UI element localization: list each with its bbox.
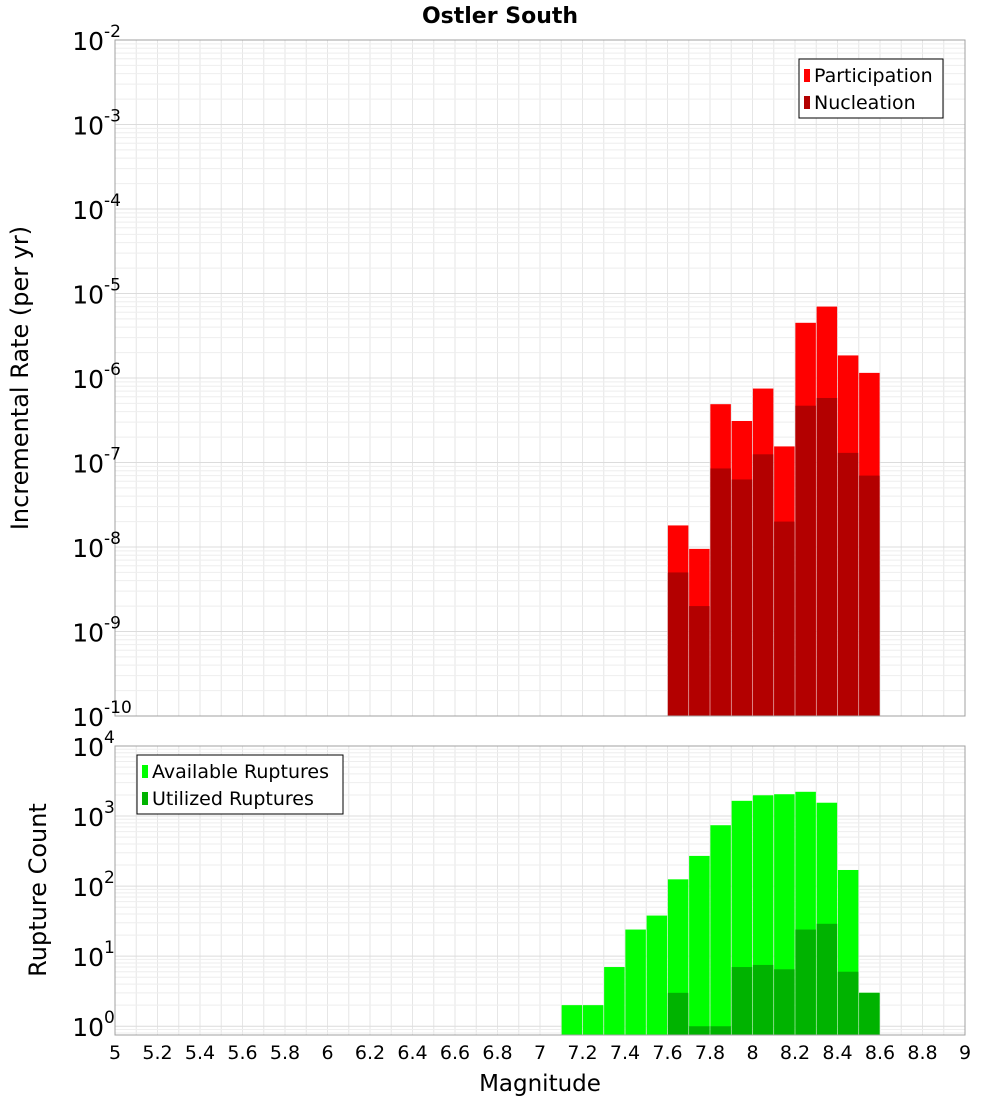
bar-nucleation (710, 468, 731, 716)
bar-nucleation (859, 475, 880, 716)
legend-1: Available Ruptures Utilized Ruptures (136, 754, 344, 815)
x-tick-label: 7.2 (567, 1042, 597, 1064)
y-tick-exponent: 1 (104, 938, 115, 958)
y-tick-exponent: -4 (104, 191, 121, 211)
chart-title: Ostler South (422, 4, 578, 29)
y-tick-exponent: -8 (104, 529, 121, 549)
bar-nucleation (752, 454, 774, 716)
y-tick-exponent: -3 (104, 107, 121, 127)
legend-box (136, 754, 344, 815)
y-tick-label: 10 (72, 534, 104, 563)
x-tick-label: 7.4 (610, 1042, 640, 1064)
bars-1 (561, 791, 880, 1035)
x-tick-label: 8.6 (865, 1042, 895, 1064)
bars-0 (667, 306, 880, 716)
bar-nucleation (837, 452, 859, 716)
x-tick-label: 8.2 (780, 1042, 810, 1064)
bar-utilized-ruptures (689, 1026, 710, 1035)
bar-nucleation (774, 521, 795, 716)
legend-label: Nucleation (814, 92, 916, 114)
bar-utilized-ruptures (859, 992, 880, 1035)
plot-frame-1 (114, 745, 966, 1036)
bar-utilized-ruptures (731, 967, 753, 1035)
bar-available-ruptures (710, 825, 731, 1035)
x-axis-label: Magnitude (479, 1071, 601, 1097)
x-tick-label: 5 (109, 1042, 121, 1064)
x-tick-label: 6.2 (355, 1042, 385, 1064)
bar-nucleation (795, 405, 816, 716)
y-tick-exponent: 2 (104, 868, 115, 888)
x-tick-label: 7 (534, 1042, 546, 1064)
y-tick-label: 10 (72, 873, 104, 902)
x-tick-label: 8.4 (822, 1042, 852, 1064)
y-tick-exponent: -9 (104, 614, 121, 634)
bar-available-ruptures (625, 929, 646, 1035)
plot-frame-0 (114, 39, 966, 717)
bar-nucleation (667, 572, 689, 716)
y-tick-exponent: -6 (104, 360, 121, 380)
y-tick-label: 10 (72, 733, 104, 762)
bar-utilized-ruptures (710, 1026, 731, 1035)
y-tick-exponent: 0 (104, 1008, 115, 1028)
y-tick-exponent: -7 (104, 445, 121, 465)
legend-label: Available Ruptures (152, 761, 329, 783)
x-tick-label: 8.8 (907, 1042, 937, 1064)
y-tick-label: 10 (72, 1013, 104, 1042)
x-tick-label: 8 (746, 1042, 758, 1064)
y-tick-exponent: 4 (104, 728, 115, 748)
y-tick-label: 10 (72, 196, 104, 225)
bar-available-ruptures (646, 915, 668, 1035)
x-tick-label: 6.4 (397, 1042, 427, 1064)
y-tick-label: 10 (72, 365, 104, 394)
bar-utilized-ruptures (837, 971, 859, 1035)
x-tick-label: 5.6 (227, 1042, 257, 1064)
bar-utilized-ruptures (774, 969, 795, 1035)
bar-utilized-ruptures (667, 992, 689, 1035)
y-axis-label-count: Rupture Count (24, 803, 52, 977)
bar-available-ruptures (582, 1005, 604, 1035)
x-tick-label: 6.6 (440, 1042, 470, 1064)
x-tick-label: 7.6 (652, 1042, 682, 1064)
x-tick-label: 5.4 (185, 1042, 215, 1064)
bar-available-ruptures (561, 1005, 583, 1035)
x-tick-label: 5.8 (270, 1042, 300, 1064)
legend-swatch (804, 69, 810, 82)
bar-nucleation (731, 479, 753, 716)
y-tick-label: 10 (72, 703, 104, 732)
x-tick-label: 9 (959, 1042, 971, 1064)
bar-nucleation (816, 397, 838, 716)
legend-box (798, 58, 944, 119)
y-tick-exponent: 3 (104, 798, 115, 818)
y-tick-label: 10 (72, 943, 104, 972)
legend-swatch (804, 96, 810, 109)
x-tick-label: 6.8 (482, 1042, 512, 1064)
bar-available-ruptures (689, 855, 710, 1035)
legend-0: Participation Nucleation (798, 58, 944, 119)
legend-swatch (142, 792, 148, 805)
bar-utilized-ruptures (752, 964, 774, 1035)
y-tick-label: 10 (72, 27, 104, 56)
y-tick-exponent: -2 (104, 22, 121, 42)
bar-utilized-ruptures (795, 929, 816, 1035)
y-tick-exponent: -10 (104, 698, 132, 718)
x-tick-label: 7.8 (695, 1042, 725, 1064)
bar-available-ruptures (604, 967, 625, 1035)
y-tick-label: 10 (72, 450, 104, 479)
y-axis-label-rate: Incremental Rate (per yr) (6, 226, 34, 530)
legend-swatch (142, 765, 148, 778)
y-tick-label: 10 (72, 619, 104, 648)
y-tick-label: 10 (72, 112, 104, 141)
bar-utilized-ruptures (816, 923, 838, 1035)
x-tick-label: 6 (321, 1042, 333, 1064)
y-tick-exponent: -5 (104, 276, 121, 296)
grid-lines-0 (114, 40, 966, 717)
bar-nucleation (689, 606, 710, 716)
legend-label: Utilized Ruptures (152, 788, 314, 810)
y-tick-label: 10 (72, 281, 104, 310)
x-tick-label: 5.2 (142, 1042, 172, 1064)
y-tick-label: 10 (72, 803, 104, 832)
legend-label: Participation (814, 65, 933, 87)
